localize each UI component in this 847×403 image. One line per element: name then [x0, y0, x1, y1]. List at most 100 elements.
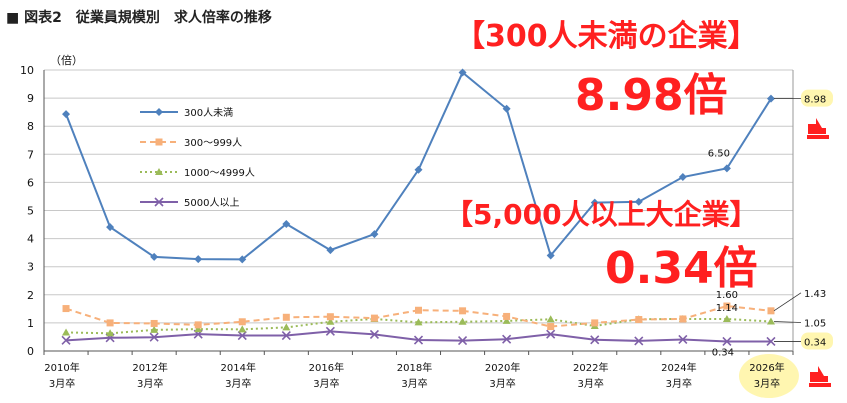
x-tick-label-year: 2024年 [661, 361, 696, 374]
data-point [458, 68, 467, 77]
series-layer [61, 68, 776, 347]
data-point [414, 165, 423, 174]
data-point [766, 317, 775, 325]
x-tick-label-year: 2014年 [221, 361, 256, 374]
data-point [325, 326, 335, 336]
gridlines [44, 69, 793, 324]
end-value-labels: 8.98 1.43 1.05 0.34 [773, 89, 833, 350]
data-point [369, 329, 380, 339]
data-point [679, 315, 687, 323]
end-label-leader [773, 321, 802, 323]
x-tick-label-year: 2020年 [485, 361, 520, 374]
y-tick-label: 8 [27, 120, 34, 133]
x-tick-label-grad: 3月卒 [137, 377, 163, 390]
x-tick-label-grad: 3月卒 [313, 377, 339, 390]
series-300〜999人 [62, 302, 775, 331]
data-point [238, 255, 247, 264]
y-tick-labels: 0 1 2 3 4 5 6 7 8 9 10 [20, 64, 34, 358]
data-point [61, 335, 71, 345]
data-point [723, 302, 731, 310]
data-point [415, 306, 422, 314]
data-point [106, 223, 115, 232]
data-point [678, 334, 688, 345]
data-point [502, 316, 511, 324]
series-5000人以上 [61, 326, 776, 347]
data-point [546, 315, 555, 323]
data-point [459, 307, 467, 315]
axes [43, 70, 794, 355]
data-point [766, 336, 776, 347]
end-label: 1.43 [804, 289, 826, 300]
data-point [281, 330, 291, 341]
x-tick-labels: 2010年 3月卒 2012年 3月卒 2014年 3月卒 2016年 3月卒 2018年 3月卒… [44, 354, 799, 398]
figure-title: ■ 図表2 従業員規模別 求人倍率の推移 [6, 9, 272, 26]
data-point [590, 335, 600, 345]
x-tick-label-grad: 3月卒 [489, 377, 515, 390]
data-point [546, 329, 556, 339]
data-label: 1.14 [716, 303, 738, 314]
data-point [678, 173, 687, 182]
data-point [155, 108, 163, 116]
end-label: 8.98 [804, 95, 826, 106]
data-label-layer: 6.50 1.60 1.14 0.34 [708, 148, 738, 358]
data-point [502, 104, 511, 113]
x-tick-label-year: 2012年 [132, 361, 167, 374]
legend: 300人未満 300〜999人 1000〜4999人 5000人以上 [140, 107, 255, 209]
y-tick-label: 5 [27, 205, 34, 218]
end-label-leader [773, 292, 802, 312]
chart-down-arrow-icon [809, 366, 831, 387]
y-axis-unit-label: （倍） [50, 53, 83, 67]
data-point [547, 323, 555, 331]
y-tick-label: 0 [27, 345, 34, 358]
x-tick-label-grad: 3月卒 [754, 377, 780, 390]
callout-large-company-label: 【5,000人以上大企業】 [445, 198, 758, 231]
data-point [458, 317, 467, 325]
series-300人未満 [62, 68, 775, 264]
data-point [635, 316, 643, 324]
end-label: 0.34 [804, 337, 826, 348]
end-label: 1.05 [804, 318, 826, 329]
legend-label: 300人未満 [184, 107, 233, 119]
end-label-highlight [801, 332, 833, 350]
data-point [503, 312, 511, 320]
data-point [766, 94, 775, 103]
legend-label: 5000人以上 [184, 197, 239, 209]
y-tick-label: 6 [27, 176, 34, 189]
x-tick-label-year: 2018年 [397, 361, 432, 374]
data-point [370, 314, 378, 322]
data-point [326, 317, 335, 325]
y-tick-label: 9 [27, 92, 34, 105]
x-tick-label-grad: 3月卒 [49, 377, 75, 390]
data-point [62, 328, 71, 336]
callout-small-company-value: 8.98倍 [575, 70, 728, 121]
data-label: 0.34 [712, 347, 734, 358]
data-point [106, 319, 114, 327]
data-point [282, 313, 290, 321]
end-label-highlight [801, 89, 833, 107]
x-tick-label-year: 2026年 [749, 361, 784, 374]
data-point [154, 197, 164, 207]
data-point [457, 336, 468, 346]
data-point [155, 138, 163, 146]
series-1000〜4999人 [62, 314, 775, 337]
data-label: 1.60 [716, 290, 738, 301]
data-label: 6.50 [708, 148, 730, 159]
x-tick-label-grad: 3月卒 [578, 377, 604, 390]
data-point [62, 110, 71, 119]
data-point [634, 197, 643, 206]
data-point [150, 252, 159, 261]
callout-small-company-label: 【300人未満の企業】 [455, 19, 758, 54]
data-point [149, 332, 159, 342]
x-tick-label-year: 2022年 [573, 361, 608, 374]
legend-label: 300〜999人 [184, 137, 242, 149]
data-point [634, 336, 644, 346]
data-point [546, 251, 555, 260]
y-tick-label: 1 [27, 317, 34, 330]
data-point [150, 319, 158, 327]
y-tick-label: 7 [27, 148, 34, 161]
data-point [767, 307, 775, 315]
y-tick-label: 10 [20, 64, 34, 77]
y-tick-label: 4 [27, 233, 34, 246]
data-point [155, 168, 163, 175]
